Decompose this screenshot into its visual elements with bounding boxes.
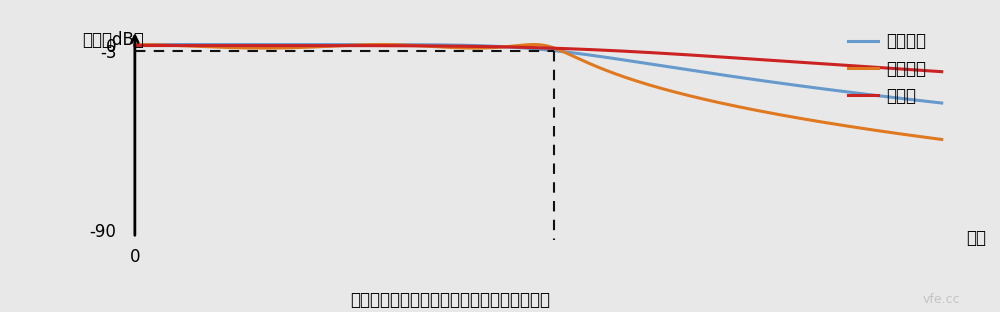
巴特沃斯 [912, 99, 924, 102]
切比雪夫 [376, 43, 388, 46]
Text: vfe.cc: vfe.cc [922, 293, 960, 306]
Line: 切比雪夫: 切比雪夫 [135, 45, 942, 139]
贝塞尔 [936, 70, 948, 74]
Line: 贝塞尔: 贝塞尔 [135, 46, 942, 72]
巴特沃斯 [170, 43, 182, 46]
切比雪夫 [912, 134, 924, 138]
贝塞尔 [170, 44, 182, 47]
贝塞尔 [129, 44, 141, 47]
巴特沃斯 [500, 45, 512, 49]
切比雪夫 [522, 43, 534, 46]
切比雪夫 [129, 43, 141, 46]
巴特沃斯 [129, 43, 141, 46]
Line: 巴特沃斯: 巴特沃斯 [135, 45, 942, 103]
切比雪夫 [170, 44, 182, 47]
贝塞尔 [500, 45, 512, 49]
巴特沃斯 [764, 80, 776, 84]
巴特沃斯 [521, 46, 533, 50]
切比雪夫 [936, 138, 948, 141]
Text: 幅值（dB）: 幅值（dB） [82, 31, 144, 49]
巴特沃斯 [936, 101, 948, 105]
切比雪夫 [500, 45, 512, 49]
巴特沃斯 [912, 99, 924, 102]
切比雪夫 [913, 134, 925, 138]
贝塞尔 [521, 46, 533, 49]
Text: 频率: 频率 [966, 229, 986, 247]
Legend: 巴特沃斯, 切比雪夫, 贝塞尔: 巴特沃斯, 切比雪夫, 贝塞尔 [842, 26, 933, 111]
Text: 巴特沃斯、切比雪夫、贝塞尔滤波器幅频特性: 巴特沃斯、切比雪夫、贝塞尔滤波器幅频特性 [350, 291, 550, 309]
贝塞尔 [764, 58, 776, 62]
贝塞尔 [912, 68, 924, 72]
贝塞尔 [912, 68, 924, 72]
切比雪夫 [765, 111, 777, 115]
